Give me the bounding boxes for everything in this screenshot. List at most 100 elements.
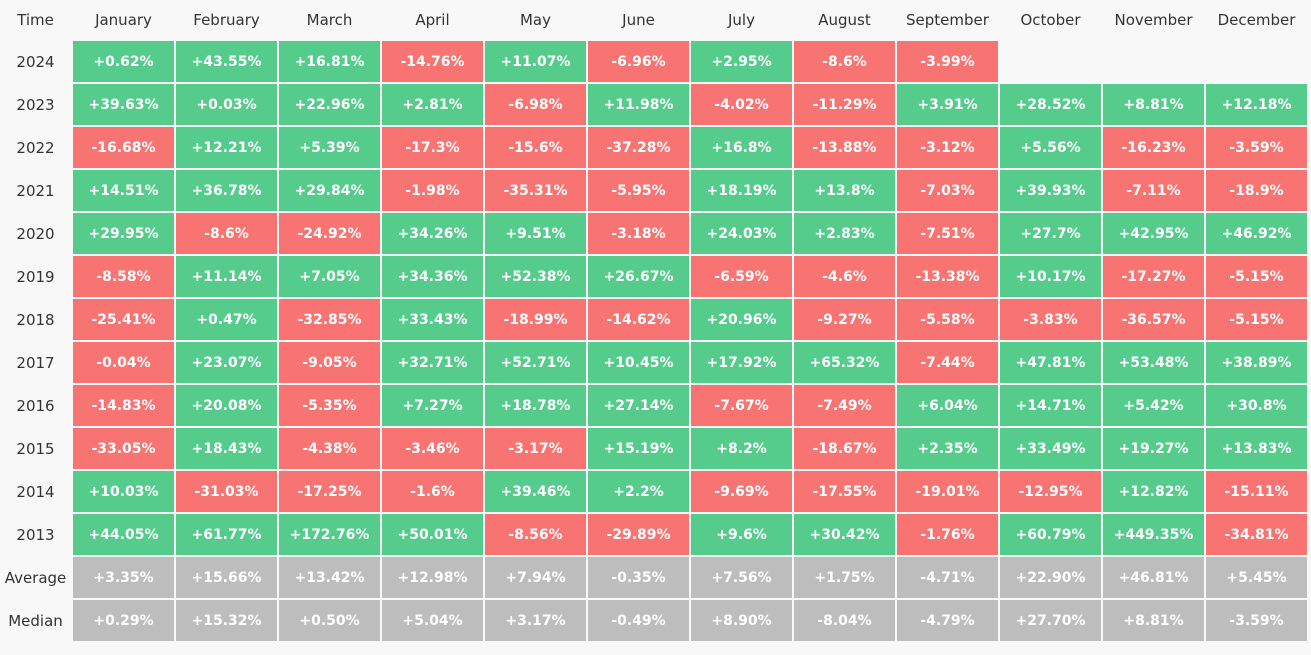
return-cell: +10.45% xyxy=(588,342,689,383)
row-label: 2023 xyxy=(16,95,55,114)
return-cell: -18.9% xyxy=(1206,170,1307,211)
column-header: July xyxy=(728,10,755,29)
column-header: January xyxy=(95,10,152,29)
summary-cell: +12.98% xyxy=(382,557,483,598)
return-cell: +7.05% xyxy=(279,256,380,297)
row-label: 2020 xyxy=(16,224,55,243)
return-cell: -19.01% xyxy=(897,471,998,512)
return-cell: +5.39% xyxy=(279,127,380,168)
return-cell: -15.6% xyxy=(485,127,586,168)
return-cell: +18.19% xyxy=(691,170,792,211)
return-cell: +15.19% xyxy=(588,428,689,469)
return-cell: -34.81% xyxy=(1206,514,1307,555)
return-cell: +33.43% xyxy=(382,299,483,340)
return-cell: -4.38% xyxy=(279,428,380,469)
return-cell: -4.6% xyxy=(794,256,895,297)
return-cell: +27.7% xyxy=(1000,213,1101,254)
return-cell: -37.28% xyxy=(588,127,689,168)
summary-cell: -0.49% xyxy=(588,600,689,641)
return-cell: -7.49% xyxy=(794,385,895,426)
return-cell: +60.79% xyxy=(1000,514,1101,555)
summary-cell: +5.45% xyxy=(1206,557,1307,598)
return-cell: +27.14% xyxy=(588,385,689,426)
return-cell: +449.35% xyxy=(1103,514,1204,555)
return-cell: +172.76% xyxy=(279,514,380,555)
row-label: 2015 xyxy=(16,439,55,458)
return-cell: +9.6% xyxy=(691,514,792,555)
return-cell: -36.57% xyxy=(1103,299,1204,340)
summary-cell: -4.79% xyxy=(897,600,998,641)
return-cell: +38.89% xyxy=(1206,342,1307,383)
return-cell: -3.17% xyxy=(485,428,586,469)
return-cell: -0.04% xyxy=(73,342,174,383)
return-cell: +22.96% xyxy=(279,84,380,125)
return-cell: +47.81% xyxy=(1000,342,1101,383)
summary-cell: +15.66% xyxy=(176,557,277,598)
return-cell: -9.69% xyxy=(691,471,792,512)
return-cell: -3.59% xyxy=(1206,127,1307,168)
summary-cell: +15.32% xyxy=(176,600,277,641)
return-cell: +10.17% xyxy=(1000,256,1101,297)
return-cell: +20.08% xyxy=(176,385,277,426)
return-cell: +17.92% xyxy=(691,342,792,383)
return-cell: -33.05% xyxy=(73,428,174,469)
summary-cell: +8.90% xyxy=(691,600,792,641)
row-label: 2016 xyxy=(16,396,55,415)
summary-cell: +27.70% xyxy=(1000,600,1101,641)
summary-cell: +8.81% xyxy=(1103,600,1204,641)
return-cell: -8.56% xyxy=(485,514,586,555)
return-cell: +24.03% xyxy=(691,213,792,254)
return-cell: +0.62% xyxy=(73,41,174,82)
return-cell: -3.46% xyxy=(382,428,483,469)
return-cell: -7.03% xyxy=(897,170,998,211)
return-cell: +13.83% xyxy=(1206,428,1307,469)
return-cell: -17.25% xyxy=(279,471,380,512)
summary-cell: +13.42% xyxy=(279,557,380,598)
return-cell: +2.95% xyxy=(691,41,792,82)
return-cell: +52.38% xyxy=(485,256,586,297)
summary-cell: +3.17% xyxy=(485,600,586,641)
return-cell: +16.8% xyxy=(691,127,792,168)
return-cell: +23.07% xyxy=(176,342,277,383)
return-cell: +39.93% xyxy=(1000,170,1101,211)
summary-cell: +0.50% xyxy=(279,600,380,641)
return-cell: +5.56% xyxy=(1000,127,1101,168)
return-cell: -8.6% xyxy=(176,213,277,254)
return-cell: -5.15% xyxy=(1206,299,1307,340)
return-cell: -14.76% xyxy=(382,41,483,82)
empty-cell xyxy=(1206,41,1307,82)
return-cell: -16.68% xyxy=(73,127,174,168)
return-cell: -16.23% xyxy=(1103,127,1204,168)
column-header: December xyxy=(1217,10,1296,29)
return-cell: -24.92% xyxy=(279,213,380,254)
return-cell: -5.58% xyxy=(897,299,998,340)
row-label: 2022 xyxy=(16,138,55,157)
column-header: November xyxy=(1114,10,1193,29)
return-cell: +29.84% xyxy=(279,170,380,211)
summary-cell: +7.94% xyxy=(485,557,586,598)
return-cell: +53.48% xyxy=(1103,342,1204,383)
column-header: April xyxy=(415,10,450,29)
row-label: 2024 xyxy=(16,52,55,71)
column-header: February xyxy=(193,10,260,29)
return-cell: +0.03% xyxy=(176,84,277,125)
return-cell: +32.71% xyxy=(382,342,483,383)
column-header: August xyxy=(818,10,871,29)
summary-cell: +22.90% xyxy=(1000,557,1101,598)
return-cell: -17.3% xyxy=(382,127,483,168)
return-cell: -1.98% xyxy=(382,170,483,211)
return-cell: -3.12% xyxy=(897,127,998,168)
return-cell: +12.18% xyxy=(1206,84,1307,125)
empty-cell xyxy=(1000,41,1101,82)
summary-cell: +7.56% xyxy=(691,557,792,598)
return-cell: +36.78% xyxy=(176,170,277,211)
row-label: Median xyxy=(8,611,63,630)
return-cell: -6.96% xyxy=(588,41,689,82)
summary-cell: +0.29% xyxy=(73,600,174,641)
row-label: 2021 xyxy=(16,181,55,200)
column-header: Time xyxy=(17,10,54,29)
return-cell: -3.83% xyxy=(1000,299,1101,340)
return-cell: +26.67% xyxy=(588,256,689,297)
return-cell: -1.6% xyxy=(382,471,483,512)
